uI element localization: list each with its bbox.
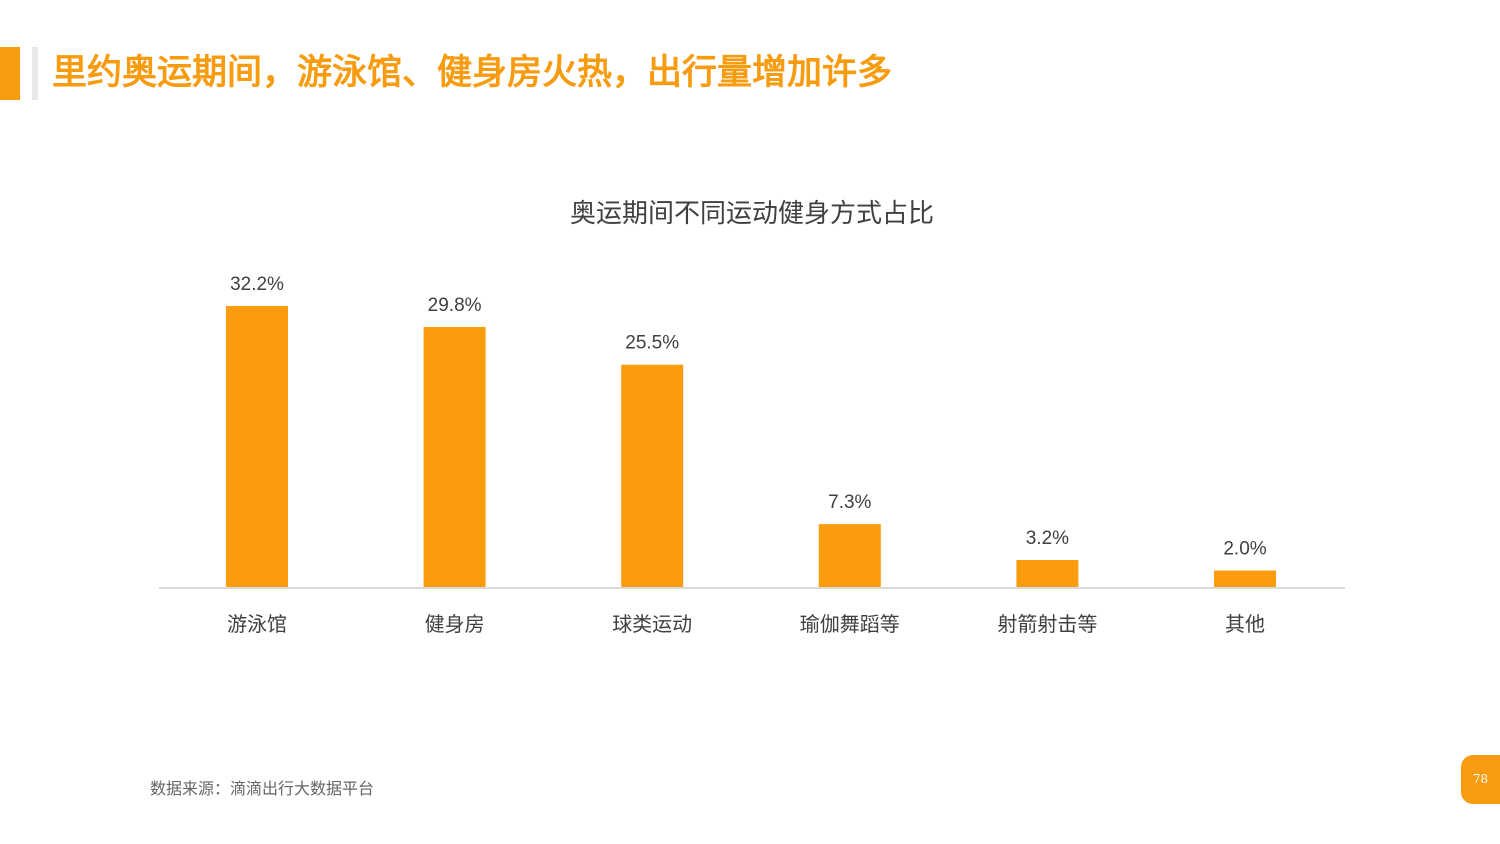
category-label-1: 游泳馆	[227, 612, 287, 636]
bar-value-label-3: 25.5%	[625, 333, 679, 354]
title-accent-divider	[32, 47, 38, 100]
chart-title: 奥运期间不同运动健身方式占比	[570, 199, 934, 229]
bar-value-label-4: 7.3%	[828, 492, 871, 513]
bar-6	[1214, 570, 1276, 588]
category-label-3: 球类运动	[612, 612, 692, 636]
data-source-note: 数据来源：滴滴出行大数据平台	[150, 779, 375, 798]
category-label-4: 瑜伽舞蹈等	[800, 612, 900, 636]
category-label-5: 射箭射击等	[997, 612, 1097, 636]
bar-5	[1016, 560, 1079, 588]
category-label-2: 健身房	[425, 612, 485, 636]
bar-4	[818, 524, 881, 588]
bar-value-label-6: 2.0%	[1223, 539, 1266, 560]
page-number-badge: 78	[1461, 755, 1500, 804]
bars-group: 32.2% 游泳馆 29.8% 健身房 25.5% 球类运动 7.3% 瑜伽舞蹈等 3.2% 射箭…	[226, 274, 1276, 636]
category-label-6: 其他	[1225, 612, 1265, 636]
bar-2	[423, 327, 486, 588]
bar-value-label-2: 29.8%	[428, 295, 482, 316]
bar-1	[226, 306, 288, 588]
slide-title: 里约奥运期间，游泳馆、健身房火热，出行量增加许多	[52, 53, 893, 93]
bar-value-label-1: 32.2%	[230, 274, 284, 295]
bar-3	[621, 364, 684, 588]
bar-value-label-5: 3.2%	[1026, 528, 1069, 549]
title-accent-bar	[0, 47, 20, 100]
